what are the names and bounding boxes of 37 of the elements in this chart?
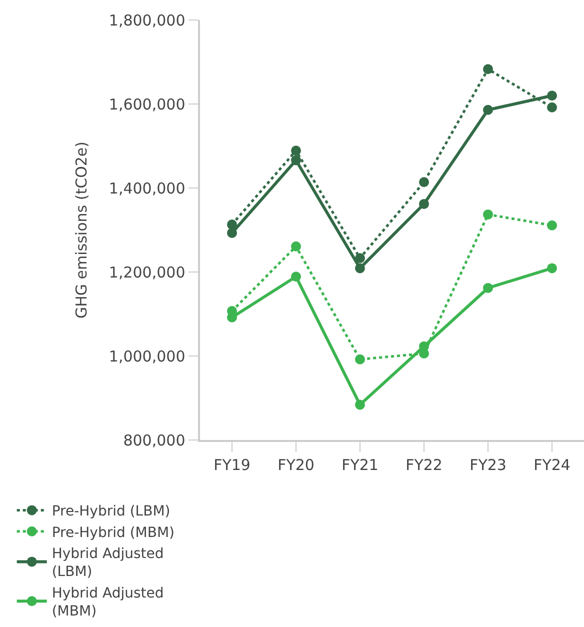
x-tick-label: FY19	[214, 456, 250, 474]
y-tick-label: 1,000,000	[108, 347, 186, 366]
point	[355, 400, 365, 410]
point	[419, 341, 429, 352]
point	[547, 90, 557, 101]
y-tick-label: 1,800,000	[108, 11, 186, 30]
legend-label: Pre-Hybrid (LBM)	[52, 504, 170, 520]
x-tick-label: FY23	[470, 456, 506, 474]
point	[547, 220, 557, 230]
point	[355, 263, 365, 274]
x-tick-label: FY24	[534, 456, 570, 474]
legend-label: Hybrid Adjusted (MBM)	[52, 585, 164, 620]
point	[483, 282, 493, 293]
x-tick-label: FY22	[406, 456, 442, 474]
point	[291, 272, 301, 282]
point	[355, 253, 365, 264]
legend-label: Pre-Hybrid (MBM)	[52, 524, 175, 541]
point	[547, 263, 557, 274]
legend-label: Hybrid Adjusted (LBM)	[52, 546, 164, 580]
y-tick-label: 1,600,000	[108, 95, 186, 114]
point	[227, 228, 237, 238]
x-tick-label: FY21	[342, 456, 378, 474]
x-tick-label: FY20	[278, 456, 314, 474]
y-tick-label: 1,200,000	[108, 263, 186, 282]
y-axis-title: GHG emissions (tCO2e)	[72, 141, 91, 319]
point	[483, 64, 493, 74]
y-tick-label: 800,000	[123, 431, 186, 450]
point	[483, 209, 493, 220]
point	[419, 177, 429, 188]
point	[291, 241, 301, 252]
y-tick-label: 1,400,000	[108, 179, 186, 198]
point	[547, 102, 557, 112]
point	[291, 155, 301, 166]
point	[483, 104, 493, 115]
point	[291, 146, 301, 156]
point	[355, 354, 365, 364]
point	[419, 198, 429, 209]
